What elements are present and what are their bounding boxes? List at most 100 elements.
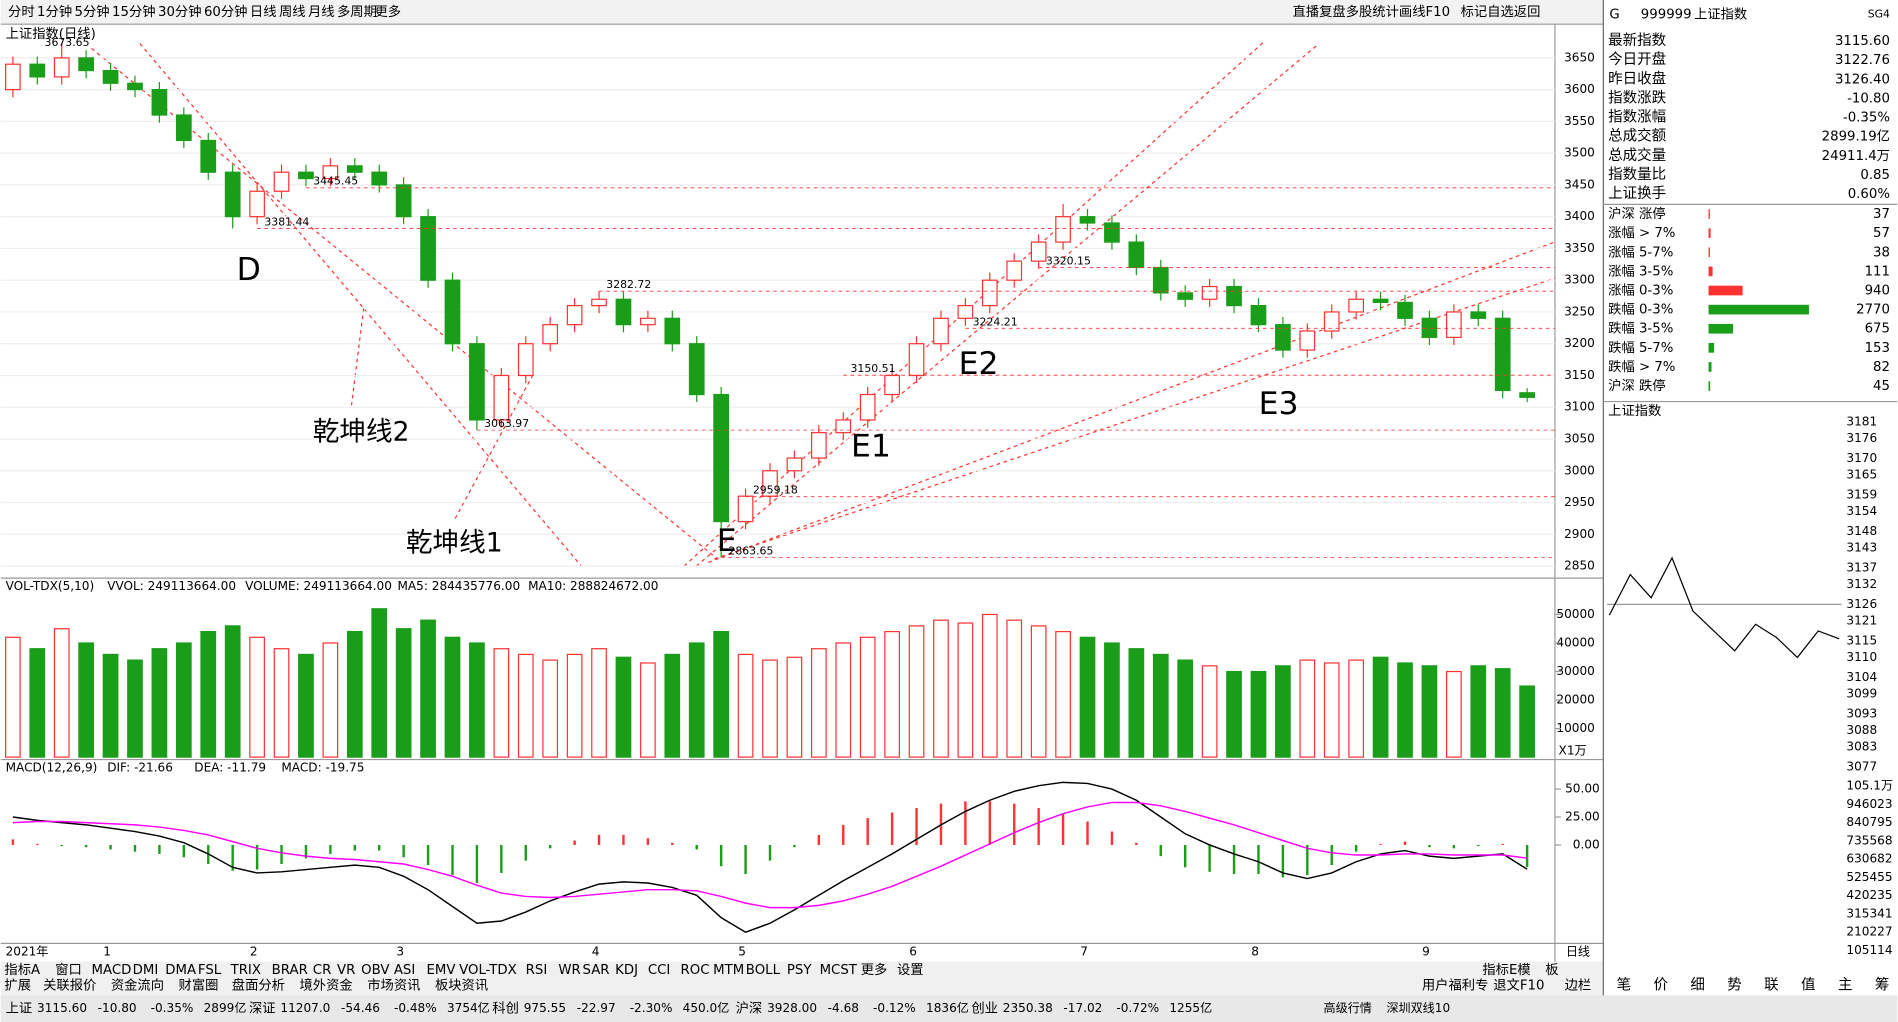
x-tick-label: 2	[250, 944, 258, 958]
quote-value: -10.80	[1847, 91, 1890, 106]
indicator-tab[interactable]: OBV	[361, 963, 389, 978]
side-tab[interactable]: 价	[1654, 978, 1669, 994]
side-tab[interactable]: 主	[1838, 977, 1853, 994]
indicator-tab[interactable]: BOLL	[746, 963, 781, 978]
quote-value: 24911.4万	[1822, 149, 1890, 164]
side-tab[interactable]: 势	[1727, 977, 1742, 994]
period-tab[interactable]: 月线	[308, 4, 335, 20]
indicator-tab[interactable]: MACD	[91, 963, 131, 978]
tool-button[interactable]: 直播	[1292, 4, 1319, 20]
tool-button[interactable]: 多股	[1346, 3, 1373, 20]
indicator-tab[interactable]: MTM	[713, 963, 744, 978]
volume-bar	[1348, 659, 1365, 758]
indicator-tab[interactable]: TRIX	[230, 963, 261, 978]
candle-body	[762, 470, 778, 497]
intraday-tick: 3121	[1846, 613, 1877, 627]
panel-tab[interactable]: 财富圈	[179, 977, 219, 994]
tool-button[interactable]: 返回	[1514, 4, 1541, 20]
panel-tab[interactable]: 退文F10	[1493, 978, 1544, 994]
breadth-value: 57	[1873, 226, 1890, 241]
indicator-tab[interactable]: ASI	[394, 963, 415, 978]
panel-tab[interactable]: 边栏	[1565, 978, 1592, 994]
y-tick-label: 3150	[1564, 368, 1595, 382]
tool-button[interactable]: F10	[1426, 5, 1451, 20]
indicator-tab[interactable]: ROC	[680, 963, 709, 978]
indicator-tab[interactable]: MCST	[820, 963, 858, 978]
indicator-tab[interactable]: VR	[337, 963, 355, 978]
indicator-tab[interactable]: FSL	[198, 963, 222, 978]
breadth-value: 37	[1873, 207, 1890, 222]
status-value: 1836亿	[926, 1000, 969, 1015]
tool-button[interactable]: 标记	[1461, 4, 1488, 20]
intraday-vol-tick: 210227	[1846, 925, 1892, 939]
period-tab[interactable]: 多周期	[337, 3, 377, 20]
candle-body	[615, 298, 632, 326]
indicator-tab[interactable]: VOL-TDX	[459, 963, 517, 978]
candle-body	[5, 63, 21, 91]
indicator-tab[interactable]: 设置	[897, 962, 924, 978]
tool-button[interactable]: 自选	[1487, 4, 1514, 20]
y-tick-label: 30000	[1556, 664, 1594, 678]
candle-body	[395, 184, 412, 218]
price-label: 3381.44	[264, 215, 309, 228]
intraday-tick: 3077	[1846, 759, 1877, 773]
indicator-tab[interactable]: KDJ	[615, 963, 638, 978]
period-tab[interactable]: 60分钟	[204, 3, 248, 20]
indicator-tab[interactable]: DMI	[133, 963, 159, 978]
period-tab[interactable]: 日线	[250, 4, 277, 20]
panel-tab[interactable]: 境外资金	[300, 978, 353, 994]
indicator-tab[interactable]: 指标A	[4, 962, 40, 978]
volume-bar	[517, 653, 534, 758]
panel-tab[interactable]: 关联报价	[43, 978, 96, 994]
macd-line	[12, 801, 1528, 909]
volume-bar	[224, 625, 241, 758]
panel-tab[interactable]: 板块资讯	[435, 978, 488, 994]
period-tab[interactable]: 分时	[8, 4, 35, 20]
breadth-label: 跌幅 > 7%	[1608, 359, 1675, 375]
price-label: 2959.18	[753, 484, 798, 497]
macd-header: MACD(12,26,9)	[6, 761, 98, 775]
indicator-tab[interactable]: BRAR	[272, 963, 308, 978]
candle-body	[933, 317, 949, 345]
status-value: 2350.38	[1003, 1001, 1053, 1015]
panel-tab[interactable]: 市场资讯	[367, 977, 420, 994]
indicator-tab[interactable]: PSY	[787, 963, 812, 978]
panel-tab[interactable]: 盘面分析	[232, 977, 285, 994]
intraday-vol-tick: 946023	[1846, 797, 1892, 811]
indicator-tab[interactable]: CCI	[648, 963, 671, 978]
side-tab[interactable]: 筹	[1875, 977, 1890, 994]
indicator-tab[interactable]: SAR	[583, 963, 610, 978]
period-tab[interactable]: 30分钟	[158, 3, 202, 20]
panel-tab[interactable]: 资金流向	[111, 978, 164, 994]
side-tab[interactable]: 值	[1801, 977, 1816, 994]
quote-name: 上证指数	[1694, 7, 1747, 23]
indicator-tab[interactable]: 板	[1545, 962, 1558, 978]
side-tab[interactable]: 联	[1764, 977, 1779, 994]
indicator-tab[interactable]: WR	[558, 963, 580, 978]
volume-bar	[762, 659, 778, 758]
period-tab[interactable]: 15分钟	[112, 3, 156, 20]
tool-button[interactable]: 统计	[1372, 4, 1399, 20]
indicator-tab[interactable]: 更多	[861, 961, 888, 978]
indicator-tab[interactable]: 窗口	[55, 961, 82, 978]
panel-tab[interactable]: 扩展	[4, 978, 31, 994]
indicator-tab[interactable]: RSI	[526, 963, 548, 978]
tool-button[interactable]: 复盘	[1319, 3, 1346, 20]
volume-bar	[5, 636, 21, 758]
period-tab[interactable]: 更多	[375, 3, 402, 20]
panel-tab[interactable]: 用户福利专	[1422, 977, 1488, 994]
indicator-tab[interactable]: 指标E模	[1482, 962, 1530, 978]
period-tab[interactable]: 1分钟	[37, 3, 72, 20]
indicator-tab[interactable]: DMA	[165, 963, 196, 978]
indicator-tab[interactable]: CR	[313, 963, 332, 978]
candle-body	[1201, 285, 1218, 300]
period-tab[interactable]: 5分钟	[75, 3, 110, 20]
side-tab[interactable]: 笔	[1617, 977, 1632, 994]
price-label: 3673.65	[45, 36, 90, 49]
side-tab[interactable]: 细	[1690, 977, 1705, 994]
y-tick-label: 3250	[1564, 304, 1595, 318]
candle-body	[298, 171, 314, 180]
period-tab[interactable]: 周线	[279, 4, 306, 20]
indicator-tab[interactable]: EMV	[427, 963, 456, 978]
tool-button[interactable]: 画线	[1399, 4, 1426, 20]
